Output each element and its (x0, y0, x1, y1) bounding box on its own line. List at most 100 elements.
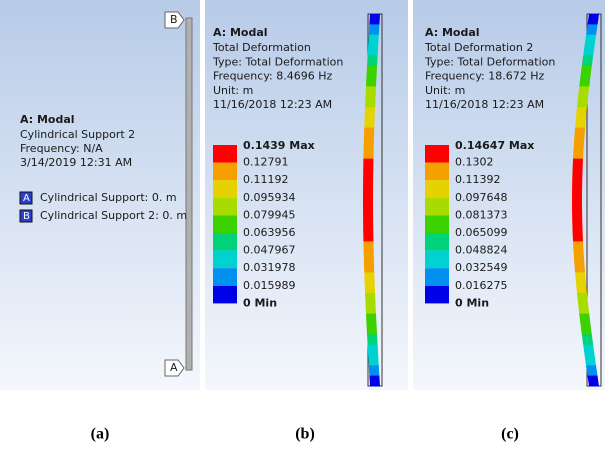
info: Total Deformation 2 (424, 41, 533, 54)
scale-swatch (425, 251, 449, 269)
scale-label: 0.095934 (243, 191, 296, 204)
tag-label: B (170, 13, 178, 26)
scale-label: 0.12791 (243, 156, 289, 169)
beam-segment (574, 128, 585, 139)
scale-label: 0.14647 Max (455, 139, 534, 152)
scale-label: 0.048824 (455, 244, 508, 257)
info: 11/16/2018 12:23 AM (425, 98, 544, 111)
beam-segment (581, 324, 592, 335)
beam-segment (366, 314, 377, 325)
legend-label: Cylindrical Support: 0. m (40, 191, 177, 204)
scale-label: 0.063956 (243, 226, 296, 239)
scale-swatch (213, 180, 237, 198)
scale-label: 0.032549 (455, 261, 508, 274)
beam-segment (577, 293, 588, 304)
scale-swatch (425, 268, 449, 286)
scale-swatch (425, 286, 449, 304)
scale-swatch (213, 268, 237, 286)
beam-segment (363, 210, 373, 221)
scale-swatch (213, 215, 237, 233)
scale-label: 0.079945 (243, 208, 296, 221)
scale-label: 0 Min (243, 296, 277, 309)
beam-segment (576, 107, 587, 118)
beam-segment (573, 159, 583, 170)
beam-segment (574, 138, 585, 149)
beam-segment (583, 45, 594, 56)
beam-segment (363, 241, 373, 252)
scale-label: 0.1439 Max (243, 139, 315, 152)
beam-segment (364, 272, 374, 283)
beam-segment (586, 365, 597, 376)
beam-segment (572, 190, 582, 201)
beam-segment (581, 66, 592, 77)
info: Unit: m (213, 84, 253, 97)
beam-segment (585, 355, 596, 366)
beam-segment (365, 97, 375, 108)
tag-label: A (170, 361, 178, 374)
beam-segment (588, 14, 599, 25)
info: Frequency: N/A (20, 142, 103, 155)
scale-swatch (213, 198, 237, 216)
title: A: Modal (20, 113, 75, 126)
beam-segment (364, 138, 374, 149)
scale-label: 0.1302 (455, 156, 494, 169)
beam-segment (573, 241, 584, 252)
info: Frequency: 8.4696 Hz (213, 70, 332, 83)
caption: (c) (501, 426, 519, 443)
beam-segment (573, 231, 583, 242)
beam-segment (363, 221, 373, 232)
info: Unit: m (425, 84, 465, 97)
beam-segment (365, 293, 375, 304)
info: Total Deformation (212, 41, 311, 54)
scale-swatch (213, 163, 237, 181)
beam-segment (572, 179, 582, 190)
scale-swatch (213, 145, 237, 163)
beam-segment (367, 66, 378, 77)
scale-label: 0.081373 (455, 208, 508, 221)
beam-segment (363, 169, 373, 180)
beam-segment (369, 24, 380, 35)
beam-segment (367, 55, 378, 66)
scale-swatch (425, 180, 449, 198)
scale-swatch (425, 233, 449, 251)
beam-segment (366, 86, 376, 97)
beam-segment (369, 365, 380, 376)
scale-swatch (425, 145, 449, 163)
beam-segment (578, 303, 589, 314)
caption: (a) (91, 426, 110, 443)
beam-segment (363, 231, 373, 242)
beam-segment (579, 76, 590, 87)
beam-segment (583, 345, 594, 356)
legend-key-label: B (23, 211, 30, 222)
scale-swatch (213, 286, 237, 304)
beam-segment (368, 35, 379, 46)
beam-segment (365, 107, 375, 118)
beam-segment (366, 76, 377, 87)
caption: (b) (295, 426, 315, 443)
scale-swatch (425, 198, 449, 216)
beam-segment (572, 200, 582, 211)
beam-segment (574, 262, 585, 273)
info: Frequency: 18.672 Hz (425, 70, 544, 83)
beam-segment (585, 35, 596, 46)
beam-segment (367, 324, 378, 335)
beam-segment (368, 45, 379, 56)
beam-segment (364, 117, 374, 128)
beam-segment (368, 345, 379, 356)
scale-label: 0.11392 (455, 173, 501, 186)
beam-segment (367, 334, 378, 345)
info: 11/16/2018 12:23 AM (213, 98, 332, 111)
scale-swatch (425, 163, 449, 181)
info: 3/14/2019 12:31 AM (20, 156, 132, 169)
beam-segment (588, 376, 599, 387)
legend-key-label: A (23, 193, 30, 204)
beam-segment (364, 262, 374, 273)
scale-label: 0.11192 (243, 173, 289, 186)
scale-label: 0.065099 (455, 226, 508, 239)
scale-label: 0.016275 (455, 279, 508, 292)
scale-swatch (213, 233, 237, 251)
scale-label: 0 Min (455, 296, 489, 309)
scale-label: 0.047967 (243, 244, 296, 257)
beam-segment (368, 355, 379, 366)
scale-label: 0.015989 (243, 279, 296, 292)
